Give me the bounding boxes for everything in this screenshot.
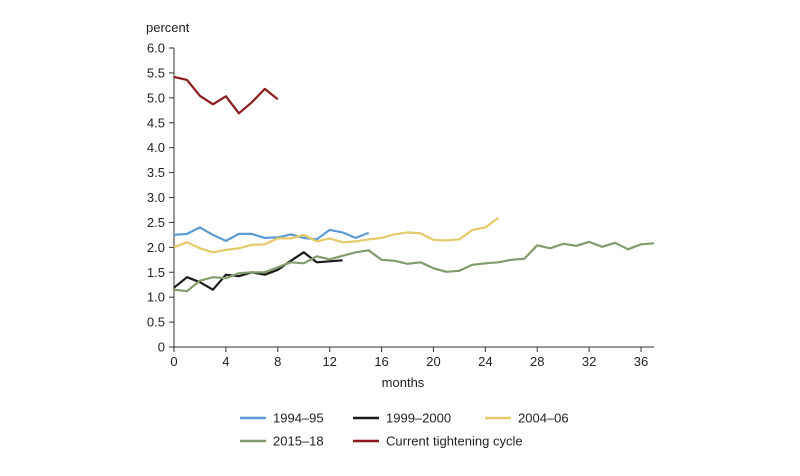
x-tick-label: 20	[426, 354, 440, 369]
y-tick-label: 5.5	[147, 65, 165, 80]
y-tick-label: 3.0	[147, 190, 165, 205]
x-axis-label: months	[382, 375, 425, 390]
x-tick-label: 4	[222, 354, 229, 369]
x-tick-label: 24	[478, 354, 492, 369]
legend-label: 2004–06	[518, 411, 569, 426]
x-tick-label: 0	[170, 354, 177, 369]
x-tick-label: 12	[322, 354, 336, 369]
legend-label: 1999–2000	[386, 411, 451, 426]
y-tick-label: 0.5	[147, 315, 165, 330]
x-tick-label: 16	[374, 354, 388, 369]
y-tick-label: 2.5	[147, 215, 165, 230]
y-tick-label: 1.0	[147, 290, 165, 305]
legend: 1994–95 1999–2000 2004–06 2015–18 Current ti…	[240, 411, 569, 449]
legend-item-current-tightening-cycle: Current tightening cycle	[353, 434, 523, 449]
legend-item-2004-06: 2004–06	[485, 411, 569, 426]
series-line-1999-2000	[173, 251, 343, 291]
legend-item-1994-95: 1994–95	[240, 411, 324, 426]
x-tick-label: 28	[530, 354, 544, 369]
series-line-current-tightening-cycle	[173, 75, 279, 115]
legend-label: 1994–95	[273, 411, 324, 426]
legend-label: Current tightening cycle	[386, 434, 523, 449]
x-tick-label: 8	[274, 354, 281, 369]
y-tick-label: 2.0	[147, 240, 165, 255]
y-tick-label: 5.0	[147, 90, 165, 105]
y-tick-label: 4.0	[147, 140, 165, 155]
y-tick-label: 6.0	[147, 41, 165, 56]
y-tick-label: 0	[158, 340, 165, 355]
y-axis-unit-label: percent	[146, 20, 190, 35]
series-line-1994-95	[173, 226, 369, 242]
series-line-2004-06	[173, 217, 499, 254]
legend-item-2015-18: 2015–18	[240, 434, 324, 449]
y-tick-label: 4.5	[147, 115, 165, 130]
legend-label: 2015–18	[273, 434, 324, 449]
legend-item-1999-2000: 1999–2000	[353, 411, 451, 426]
x-tick-label: 36	[634, 354, 648, 369]
series-line-2015-18	[173, 240, 655, 293]
x-axis: 0 4 8 12 16 20 24 28 32 36	[170, 346, 654, 369]
series-lines	[173, 75, 655, 293]
y-tick-label: 1.5	[147, 265, 165, 280]
y-tick-label: 3.5	[147, 165, 165, 180]
y-axis: 0 0.5 1.0 1.5 2.0 2.5 3.0 3.5 4.0 4.5 5.0 5.5 6.0	[147, 41, 175, 355]
x-tick-label: 32	[582, 354, 596, 369]
